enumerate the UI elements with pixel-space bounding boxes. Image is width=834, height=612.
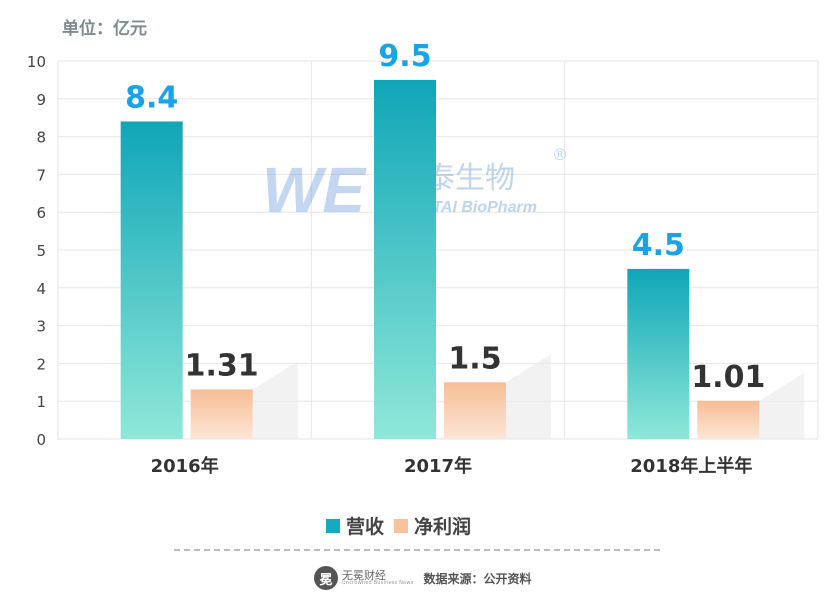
- crown-logo-icon: 冕: [314, 566, 338, 590]
- legend-swatch-net-profit: [394, 518, 409, 533]
- logo-name: 无冕财经: [342, 569, 386, 582]
- y-tick-label: 2: [36, 355, 46, 373]
- net-profit-value-label: 1.5: [448, 341, 501, 376]
- x-tick-label: 2018年上半年: [630, 455, 752, 477]
- logo-english-name: Uncrowned Business News: [342, 580, 414, 586]
- svg-text:WE: WE: [262, 154, 367, 226]
- legend-swatch-revenue: [326, 518, 340, 533]
- net-profit-value-label: 1.31: [185, 348, 259, 383]
- unit-label: 单位：亿元: [62, 19, 147, 39]
- y-tick-label: 8: [36, 129, 46, 147]
- footer: 冕 无冕财经 Uncrowned Business News 数据来源：公开资料: [314, 566, 531, 590]
- y-tick-label: 5: [36, 242, 46, 260]
- y-tick-label: 4: [36, 280, 46, 298]
- revenue-value-label: 8.4: [125, 80, 178, 115]
- y-tick-label: 0: [36, 431, 46, 449]
- x-tick-label: 2016年: [151, 455, 219, 477]
- net-profit-bar: [697, 400, 760, 439]
- y-tick-label: 3: [36, 318, 46, 336]
- bar-shadow: [759, 372, 805, 439]
- y-tick-label: 6: [36, 204, 46, 222]
- data-source: 数据来源：公开资料: [423, 571, 532, 586]
- footer-logo: 冕 无冕财经 Uncrowned Business News: [314, 566, 413, 590]
- watermark-registered-mark: ®: [552, 145, 568, 164]
- net-profit-bar: [190, 389, 253, 439]
- legend: 营收 净利润: [326, 512, 471, 539]
- legend-item-net-profit: 净利润: [394, 512, 471, 539]
- bar-shadow: [252, 361, 298, 439]
- net-profit-value-label: 1.01: [691, 360, 765, 395]
- revenue-bar: [374, 79, 436, 440]
- legend-item-revenue: 营收: [326, 512, 384, 539]
- net-profit-bar: [444, 382, 506, 439]
- legend-label-revenue: 营收: [346, 516, 385, 538]
- y-tick-label: 1: [36, 393, 46, 411]
- y-tick-label: 9: [36, 91, 46, 109]
- revenue-bar: [627, 268, 690, 439]
- y-tick-label: 10: [27, 53, 46, 71]
- x-tick-label: 2017年: [404, 455, 472, 477]
- bar-shadow: [506, 354, 551, 439]
- legend-label-net-profit: 净利润: [414, 516, 472, 538]
- dashed-divider: [174, 549, 660, 551]
- revenue-value-label: 9.5: [378, 39, 431, 74]
- revenue-value-label: 4.5: [632, 228, 685, 263]
- revenue-bar: [120, 121, 183, 439]
- y-tick-label: 7: [36, 166, 46, 184]
